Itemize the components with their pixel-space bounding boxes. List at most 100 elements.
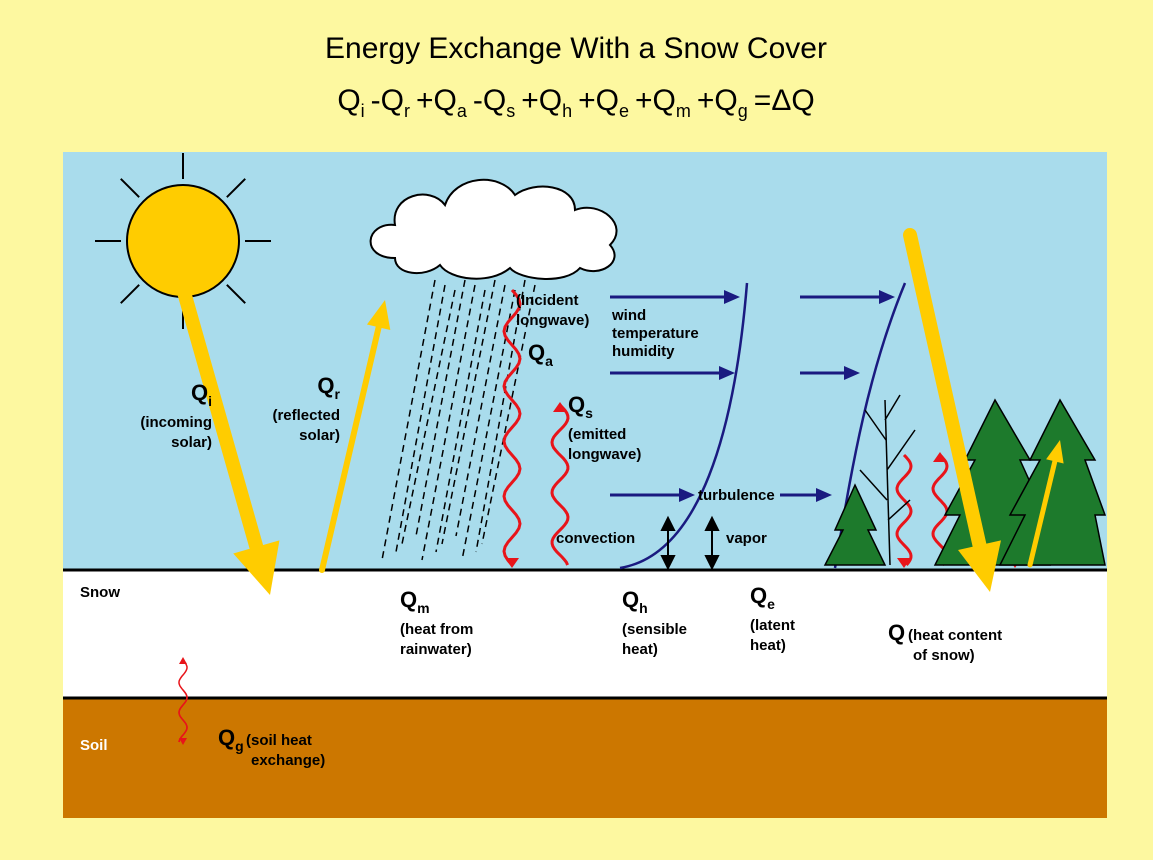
- description: (emitted: [568, 426, 626, 443]
- arrow-head: [233, 540, 280, 595]
- arrow-head: [679, 488, 695, 502]
- symbol-label: Qg: [218, 725, 244, 754]
- description: (sensible: [622, 621, 687, 638]
- description: longwave): [568, 446, 641, 463]
- term: convection: [556, 530, 635, 547]
- term: vapor: [726, 530, 767, 547]
- subscript: s: [506, 101, 515, 121]
- symbol-label: Qs: [568, 392, 593, 421]
- raindrop-line: [455, 284, 506, 537]
- operator: +: [697, 84, 715, 117]
- arrow-head: [553, 402, 567, 412]
- symbol: Q: [714, 84, 737, 117]
- symbol: Q: [434, 84, 457, 117]
- subscript: r: [335, 386, 341, 402]
- raindrop-line: [475, 279, 526, 553]
- raindrop-line: [481, 284, 536, 545]
- subscript: e: [767, 596, 775, 612]
- subscript: r: [404, 101, 410, 121]
- raindrop-line: [435, 289, 486, 553]
- operator: =: [754, 84, 772, 117]
- symbol-label: Qr: [317, 373, 340, 402]
- arrow-head: [816, 488, 832, 502]
- wave-arrow: [178, 689, 188, 743]
- operator: +: [416, 84, 434, 117]
- raindrop-line: [441, 279, 496, 545]
- symbol: Q: [528, 340, 545, 365]
- arrow-head: [179, 657, 187, 664]
- solar-arrow: [319, 324, 382, 573]
- subscript: g: [738, 101, 748, 121]
- rain: [381, 279, 536, 561]
- arrow-head: [897, 558, 911, 568]
- term: turbulence: [698, 487, 775, 504]
- wave-arrow: [502, 289, 522, 566]
- description: (soil heat: [246, 732, 312, 749]
- subscript: m: [417, 600, 429, 616]
- symbol-label: Qe: [750, 583, 775, 612]
- symbol-label: Qm: [400, 587, 430, 616]
- symbol: Q: [191, 380, 208, 405]
- snow-layer: [63, 570, 1107, 698]
- arrow-head: [366, 300, 391, 330]
- symbol: Q: [381, 84, 404, 117]
- symbol: Q: [218, 725, 235, 750]
- subscript: g: [235, 738, 244, 754]
- operator: -: [371, 84, 381, 117]
- symbol: Q: [888, 620, 905, 645]
- symbol: Q: [622, 587, 639, 612]
- symbol-label: Qi: [191, 380, 212, 409]
- description: solar): [171, 434, 212, 451]
- description: of snow): [913, 647, 975, 664]
- arrow-head: [505, 558, 519, 568]
- arrow-head: [179, 738, 187, 745]
- wind-arrows: [610, 290, 895, 502]
- solar-arrow: [903, 228, 987, 553]
- symbol: Q: [653, 84, 676, 117]
- description: (reflected: [272, 407, 340, 424]
- subscript: s: [585, 405, 593, 421]
- subscript: h: [639, 600, 648, 616]
- subscript: a: [457, 101, 468, 121]
- symbol-label: Qa: [528, 340, 553, 369]
- subscript: e: [619, 101, 629, 121]
- operator: -: [473, 84, 483, 117]
- symbol-label: Qh: [622, 587, 648, 616]
- solar-arrows: [175, 228, 1064, 595]
- description: (heat content: [908, 627, 1002, 644]
- wave-arrow: [550, 403, 570, 566]
- symbol: Q: [483, 84, 506, 117]
- symbol: Q: [539, 84, 562, 117]
- title: Energy Exchange With a Snow Cover: [325, 32, 827, 65]
- description: (incoming: [140, 414, 212, 431]
- arrow-head: [660, 515, 676, 531]
- description: (latent: [750, 617, 795, 634]
- arrow-head: [719, 366, 735, 380]
- symbol-label: Q: [888, 620, 905, 645]
- raindrop-line: [401, 289, 456, 545]
- description: heat): [750, 637, 786, 654]
- description: exchange): [251, 752, 325, 769]
- symbol: Q: [596, 84, 619, 117]
- sun-ray: [120, 178, 140, 198]
- arrow-head: [879, 290, 895, 304]
- equation: Qi -Qr +Qa -Qs +Qh +Qe +Qm +Qg =ΔQ: [337, 84, 814, 121]
- raindrop-line: [395, 284, 446, 553]
- arrow-head: [958, 540, 1001, 592]
- arrow-head: [933, 452, 947, 462]
- raindrop-line: [421, 284, 476, 561]
- layer-label: Snow: [80, 584, 120, 601]
- sun-ray: [226, 178, 246, 198]
- subscript: a: [545, 353, 553, 369]
- arrow-head: [704, 515, 720, 531]
- arrow-head: [660, 555, 676, 571]
- sun-ray: [120, 284, 140, 304]
- subscript: h: [562, 101, 572, 121]
- trees: [823, 394, 1107, 566]
- solar-arrow: [1027, 458, 1058, 568]
- symbol: Q: [568, 392, 585, 417]
- raindrop-line: [415, 279, 466, 537]
- description: longwave): [516, 312, 589, 329]
- term: wind: [611, 307, 646, 324]
- result: ΔQ: [771, 84, 814, 117]
